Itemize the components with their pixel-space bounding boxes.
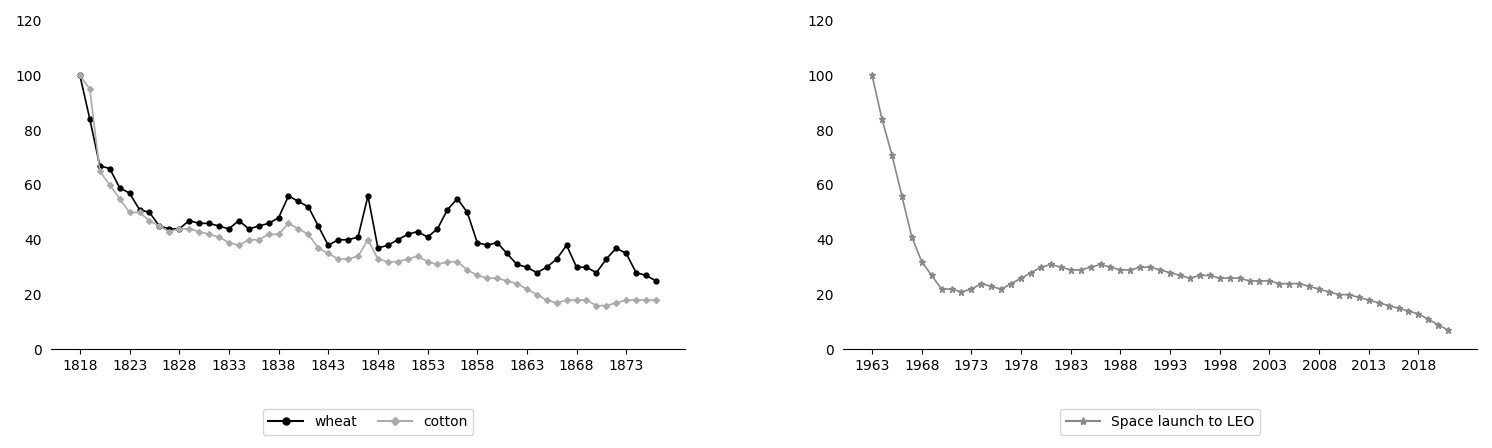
Legend: Space launch to LEO: Space launch to LEO bbox=[1059, 409, 1261, 435]
Legend: wheat, cotton: wheat, cotton bbox=[263, 409, 473, 435]
